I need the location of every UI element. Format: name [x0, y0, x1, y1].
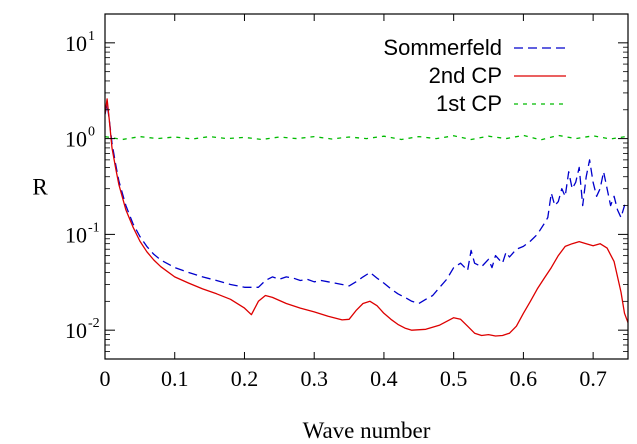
y-axis-title: R: [32, 175, 48, 200]
series-layer: [105, 98, 628, 337]
y-tick-exponent: 1: [88, 29, 95, 44]
x-tick-label: 0.4: [370, 366, 398, 391]
y-tick-label: 10: [65, 127, 87, 152]
x-tick-label: 0.2: [231, 366, 259, 391]
series-line-sommerfeld: [105, 103, 628, 305]
legend-label: 1st CP: [436, 91, 502, 116]
legend-label: Sommerfeld: [383, 35, 502, 60]
y-tick-label: 10: [65, 31, 87, 56]
x-tick-label: 0.5: [440, 366, 468, 391]
x-tick-label: 0.3: [300, 366, 328, 391]
y-tick-exponent: 0: [88, 125, 95, 140]
plot-frame: [104, 13, 629, 360]
series-line-1st-cp: [105, 134, 628, 141]
series-line-2nd-cp: [105, 98, 628, 337]
y-tick-exponent: -1: [88, 220, 100, 235]
x-tick-label: 0.1: [161, 366, 189, 391]
y-tick-exponent: -2: [88, 316, 100, 331]
x-tick-label: 0.7: [579, 366, 607, 391]
y-tick-label: 10: [65, 318, 87, 343]
y-tick-base: 10: [65, 127, 87, 152]
x-tick-label: 0: [100, 366, 111, 391]
legend: Sommerfeld 2nd CP 1st CP: [383, 35, 566, 116]
x-tick-label: 0.6: [510, 366, 538, 391]
y-tick-label: 10: [65, 222, 87, 247]
y-tick-base: 10: [65, 31, 87, 56]
y-tick-base: 10: [65, 222, 87, 247]
y-tick-base: 10: [65, 318, 87, 343]
x-axis-title: Wave number: [303, 418, 431, 443]
legend-label: 2nd CP: [429, 63, 502, 88]
